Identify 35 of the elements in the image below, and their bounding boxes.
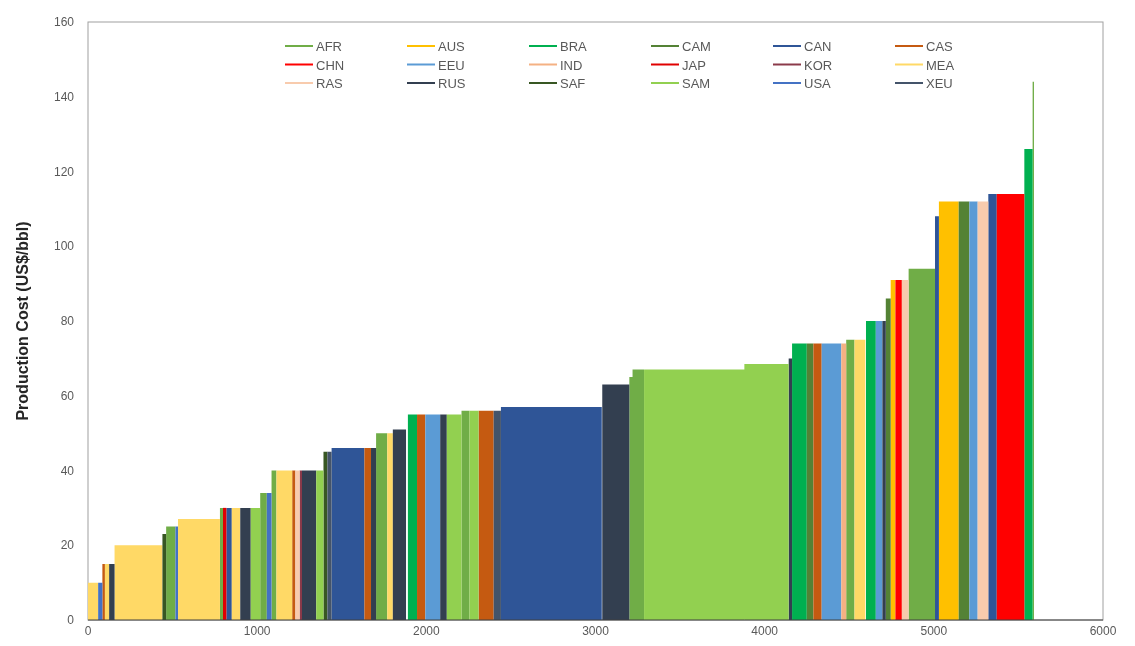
x-tick-label: 2000 bbox=[412, 624, 440, 638]
legend-label: CAM bbox=[682, 39, 711, 54]
y-tick-label: 120 bbox=[53, 164, 75, 179]
y-tick-label: 140 bbox=[53, 89, 75, 104]
legend-label: USA bbox=[804, 76, 832, 91]
legend-label: IND bbox=[560, 57, 583, 73]
legend-label: BRA bbox=[560, 39, 588, 54]
x-tick-label: 3000 bbox=[582, 624, 610, 638]
y-tick-label: 160 bbox=[53, 15, 75, 29]
legend-label: RUS bbox=[438, 76, 466, 91]
legend-label: XEU bbox=[926, 76, 953, 91]
x-tick-label: 0 bbox=[84, 624, 92, 638]
legend-label: CHN bbox=[316, 57, 345, 73]
x-tick-label: 6000 bbox=[1089, 624, 1117, 638]
legend-label: EEU bbox=[438, 57, 465, 73]
legend-label: MEA bbox=[926, 57, 955, 73]
legend-label: CAS bbox=[926, 39, 954, 54]
y-tick-label: 20 bbox=[60, 538, 75, 553]
legend-label: AUS bbox=[438, 39, 466, 54]
x-tick-label: 5000 bbox=[920, 624, 948, 638]
legend-label: SAF bbox=[560, 76, 586, 91]
legend-label: JAP bbox=[682, 57, 706, 73]
y-tick-label: 60 bbox=[60, 388, 75, 403]
y-axis-title: Production Cost (US$/bbl) bbox=[14, 221, 31, 421]
y-tick-label: 0 bbox=[67, 613, 75, 627]
x-tick-label: 1000 bbox=[243, 624, 271, 638]
y-tick-label: 100 bbox=[53, 239, 75, 254]
legend-label: CAN bbox=[804, 39, 832, 54]
x-tick-label: 4000 bbox=[751, 624, 779, 638]
y-tick-label: 80 bbox=[60, 314, 75, 328]
legend-label: RAS bbox=[316, 76, 344, 91]
legend-label: SAM bbox=[682, 76, 711, 91]
legend-label: KOR bbox=[804, 57, 833, 73]
y-tick-label: 40 bbox=[60, 463, 75, 478]
legend-label: AFR bbox=[316, 39, 342, 54]
